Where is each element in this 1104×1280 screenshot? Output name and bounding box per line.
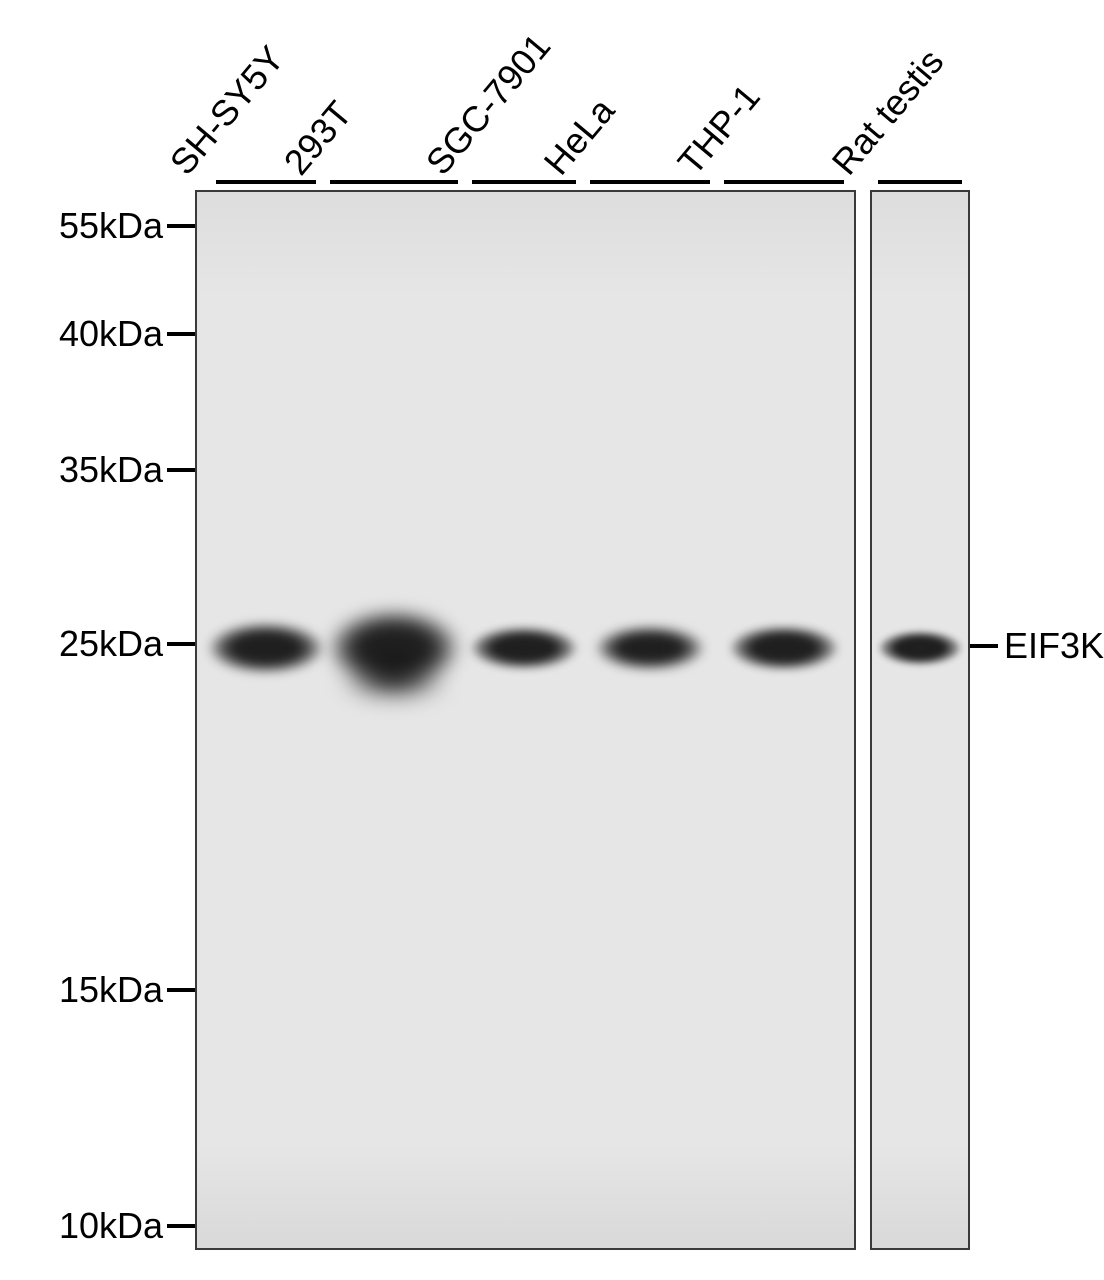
band bbox=[728, 625, 840, 671]
band bbox=[594, 625, 706, 671]
band bbox=[877, 630, 963, 666]
bands-container bbox=[0, 0, 1104, 1280]
band bbox=[469, 626, 579, 670]
band bbox=[207, 622, 325, 674]
band-smear bbox=[340, 660, 447, 700]
protein-label-row: EIF3K bbox=[970, 625, 1104, 667]
protein-label-text: EIF3K bbox=[1004, 625, 1104, 667]
western-blot-figure: 55kDa40kDa35kDa25kDa15kDa10kDa SH-SY5Y29… bbox=[0, 0, 1104, 1280]
protein-label-tick bbox=[970, 644, 998, 648]
